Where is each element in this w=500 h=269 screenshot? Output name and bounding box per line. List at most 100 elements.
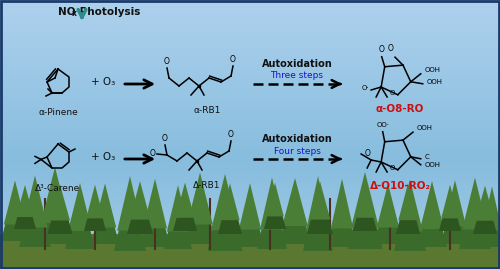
Polygon shape xyxy=(218,188,242,234)
Polygon shape xyxy=(50,185,70,221)
Text: + O₃: + O₃ xyxy=(91,77,115,87)
Polygon shape xyxy=(398,183,417,220)
Polygon shape xyxy=(459,184,491,249)
Text: O: O xyxy=(390,165,395,171)
Text: Δ-RB1: Δ-RB1 xyxy=(193,181,221,190)
Text: O: O xyxy=(150,150,156,158)
Text: OOH: OOH xyxy=(425,67,441,73)
Text: O: O xyxy=(379,45,384,54)
Text: O·: O· xyxy=(362,85,369,91)
Text: α-Pinene: α-Pinene xyxy=(38,108,78,117)
Polygon shape xyxy=(22,175,48,228)
Polygon shape xyxy=(307,186,333,234)
Text: OOH: OOH xyxy=(427,79,443,85)
Text: OOH: OOH xyxy=(417,125,433,131)
Text: + O₃: + O₃ xyxy=(91,152,115,162)
Polygon shape xyxy=(41,167,69,223)
Polygon shape xyxy=(257,184,287,249)
Polygon shape xyxy=(94,183,116,228)
Bar xyxy=(0,234,500,269)
Polygon shape xyxy=(439,189,461,231)
Polygon shape xyxy=(19,182,51,247)
Polygon shape xyxy=(331,179,353,228)
Polygon shape xyxy=(462,178,488,229)
Polygon shape xyxy=(143,179,167,228)
Polygon shape xyxy=(239,183,261,230)
Polygon shape xyxy=(117,176,143,231)
Text: O: O xyxy=(364,149,370,158)
Polygon shape xyxy=(91,189,119,244)
Text: OOH: OOH xyxy=(425,162,441,168)
Polygon shape xyxy=(441,185,459,218)
Polygon shape xyxy=(444,180,466,226)
Text: O: O xyxy=(164,57,170,66)
Polygon shape xyxy=(328,185,356,247)
Text: NO: NO xyxy=(58,7,76,17)
Polygon shape xyxy=(480,192,500,247)
Polygon shape xyxy=(167,185,189,232)
Text: C: C xyxy=(424,154,429,160)
Polygon shape xyxy=(260,178,284,229)
Polygon shape xyxy=(86,185,104,218)
Polygon shape xyxy=(16,185,34,217)
Polygon shape xyxy=(303,183,333,251)
Text: Photolysis: Photolysis xyxy=(76,7,140,17)
Polygon shape xyxy=(48,189,72,234)
Text: Three steps: Three steps xyxy=(270,72,324,80)
Polygon shape xyxy=(356,183,374,218)
Polygon shape xyxy=(176,183,195,218)
Polygon shape xyxy=(4,180,26,225)
Polygon shape xyxy=(14,189,36,229)
Polygon shape xyxy=(68,183,92,231)
Text: Four steps: Four steps xyxy=(274,147,320,155)
Polygon shape xyxy=(127,186,153,234)
Text: Δ-O10-RO₂: Δ-O10-RO₂ xyxy=(370,181,430,191)
Polygon shape xyxy=(84,189,106,231)
Polygon shape xyxy=(114,183,146,251)
Polygon shape xyxy=(396,188,420,234)
Polygon shape xyxy=(310,181,330,220)
Polygon shape xyxy=(473,190,497,234)
Polygon shape xyxy=(264,187,286,229)
Polygon shape xyxy=(208,181,242,251)
Text: α-O8-RO: α-O8-RO xyxy=(376,104,424,114)
Polygon shape xyxy=(1,186,29,241)
Polygon shape xyxy=(377,183,399,228)
Text: O: O xyxy=(390,90,395,96)
Polygon shape xyxy=(482,186,500,231)
Text: O: O xyxy=(388,44,394,53)
Polygon shape xyxy=(38,174,72,244)
Text: O: O xyxy=(162,134,168,143)
Polygon shape xyxy=(417,187,447,247)
Polygon shape xyxy=(140,185,170,247)
Polygon shape xyxy=(441,186,469,244)
Polygon shape xyxy=(187,172,213,225)
Polygon shape xyxy=(353,187,377,231)
Text: Autoxidation: Autoxidation xyxy=(262,59,332,69)
Text: α-RB1: α-RB1 xyxy=(194,106,220,115)
Text: x: x xyxy=(72,9,77,18)
Polygon shape xyxy=(130,181,150,220)
Polygon shape xyxy=(236,189,264,247)
Text: OO·: OO· xyxy=(376,122,389,128)
Polygon shape xyxy=(374,189,402,244)
Polygon shape xyxy=(184,179,216,244)
Polygon shape xyxy=(211,174,239,230)
Text: Δ³-Carene: Δ³-Carene xyxy=(36,184,80,193)
Polygon shape xyxy=(65,189,95,249)
Polygon shape xyxy=(306,176,330,231)
Polygon shape xyxy=(348,179,382,249)
Polygon shape xyxy=(420,181,444,229)
Text: O: O xyxy=(230,55,236,64)
Polygon shape xyxy=(394,186,426,251)
Text: O: O xyxy=(228,130,234,139)
Polygon shape xyxy=(282,178,308,226)
Polygon shape xyxy=(220,183,240,220)
Polygon shape xyxy=(397,179,423,232)
Polygon shape xyxy=(266,183,284,216)
Polygon shape xyxy=(351,172,379,228)
Polygon shape xyxy=(173,187,197,231)
Polygon shape xyxy=(164,191,192,249)
Text: Autoxidation: Autoxidation xyxy=(262,134,332,144)
Polygon shape xyxy=(279,184,311,244)
